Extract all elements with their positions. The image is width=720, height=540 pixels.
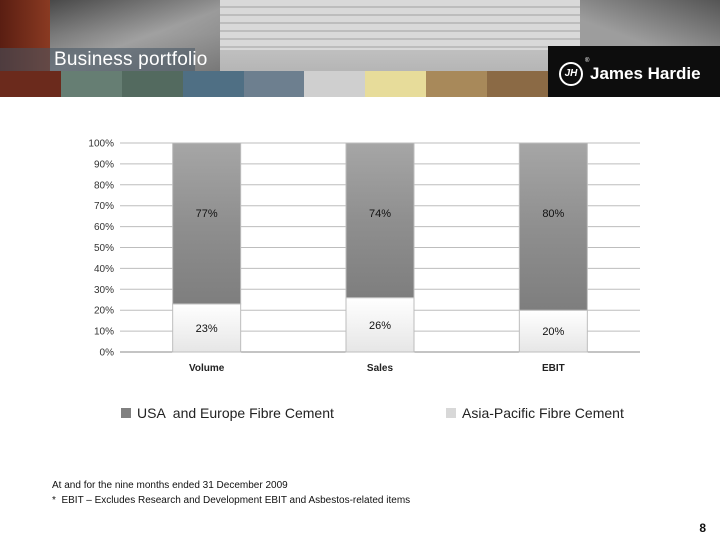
color-swatch xyxy=(121,71,183,97)
bar-segment-usa-europe xyxy=(172,142,242,305)
color-swatch xyxy=(304,71,366,97)
y-tick-label: 60% xyxy=(94,222,114,233)
data-label: 77% xyxy=(196,208,218,220)
period-note: At and for the nine months ended 31 Dece… xyxy=(52,480,288,491)
logo-mark-icon: JH xyxy=(559,62,583,86)
legend-swatch-usa-europe xyxy=(121,408,131,418)
x-tick-label: Sales xyxy=(367,363,394,374)
y-tick-label: 40% xyxy=(94,264,114,275)
legend-swatch-asia-pacific xyxy=(446,408,456,418)
color-swatch-strip xyxy=(0,71,549,97)
registered-mark: ® xyxy=(585,58,590,64)
color-swatch xyxy=(487,71,549,97)
color-swatch xyxy=(365,71,427,97)
data-label: 74% xyxy=(369,208,391,220)
color-swatch xyxy=(182,71,244,97)
legend-label-usa-europe: USA and Europe Fibre Cement xyxy=(137,405,334,421)
y-tick-label: 30% xyxy=(94,285,114,296)
y-tick-label: 80% xyxy=(94,180,114,191)
page-title: Business portfolio xyxy=(54,49,208,70)
bar-segment-usa-europe xyxy=(345,142,415,299)
color-swatch xyxy=(243,71,305,97)
x-tick-label: Volume xyxy=(189,363,225,374)
color-swatch xyxy=(0,71,61,97)
data-label: 26% xyxy=(369,320,391,332)
y-tick-label: 70% xyxy=(94,201,114,212)
title-band xyxy=(0,48,195,72)
y-tick-label: 10% xyxy=(94,327,114,338)
x-tick-label: EBIT xyxy=(542,363,565,374)
color-swatch xyxy=(60,71,122,97)
color-swatch xyxy=(426,71,488,97)
y-tick-label: 0% xyxy=(100,348,115,359)
bar-segment-usa-europe xyxy=(518,142,588,311)
data-label: 80% xyxy=(542,208,564,220)
y-tick-label: 90% xyxy=(94,159,114,170)
logo-text: James Hardie xyxy=(590,64,701,83)
y-tick-label: 50% xyxy=(94,243,114,254)
page-number: 8 xyxy=(699,521,706,535)
footnote: * EBIT – Excludes Research and Developme… xyxy=(52,495,411,506)
legend-label-asia-pacific: Asia-Pacific Fibre Cement xyxy=(462,405,624,421)
data-label: 23% xyxy=(196,323,218,335)
header-photo xyxy=(580,0,720,50)
y-tick-label: 100% xyxy=(88,139,114,150)
y-tick-label: 20% xyxy=(94,306,114,317)
data-label: 20% xyxy=(542,326,564,338)
